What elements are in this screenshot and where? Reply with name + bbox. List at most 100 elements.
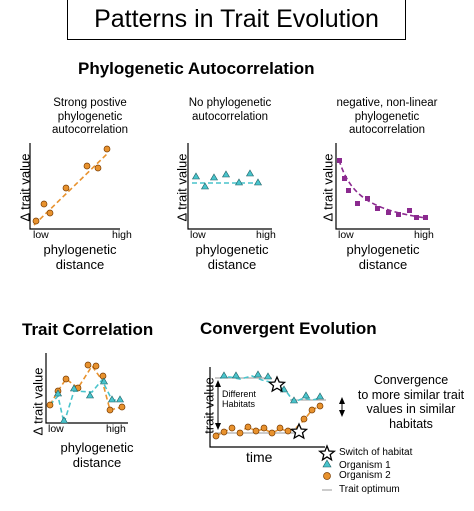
caption-line: autocorrelation xyxy=(51,124,129,136)
page-title: Patterns in Trait Evolution xyxy=(67,0,406,40)
data-point xyxy=(212,432,220,440)
x-tick-low: low xyxy=(33,229,49,241)
data-point xyxy=(191,172,201,180)
axes xyxy=(187,143,272,230)
data-point xyxy=(260,424,268,432)
data-point xyxy=(346,188,351,193)
different-habitats-line: Different xyxy=(222,389,256,399)
arrow-head-icon xyxy=(339,397,345,404)
legend-organism2-label: Organism 2 xyxy=(339,470,391,481)
data-point xyxy=(414,215,419,220)
legend-optimum-label: Trait optimum xyxy=(339,484,400,495)
x-tick-low: low xyxy=(190,229,206,241)
data-point xyxy=(46,209,54,217)
data-point xyxy=(62,184,70,192)
habitat-switch-star-icon xyxy=(289,422,309,440)
caption-positive: Strong postive phylogenetic autocorrelat… xyxy=(20,97,160,138)
caption-line: phylogenetic xyxy=(354,110,420,123)
triangle-icon xyxy=(322,459,332,468)
caption-none: No phylogenetic autocorrelation xyxy=(160,97,300,124)
data-point xyxy=(53,389,63,397)
data-point xyxy=(107,395,117,403)
data-point xyxy=(228,424,236,432)
data-point xyxy=(315,392,325,400)
legend-switch-label: Switch of habitat xyxy=(339,447,413,458)
data-point xyxy=(375,206,380,211)
x-axis-label: phylogenetic distance xyxy=(42,440,152,470)
data-point xyxy=(423,215,428,220)
caption-line: Strong postive xyxy=(53,97,127,109)
axes xyxy=(209,367,325,448)
data-point xyxy=(365,196,370,201)
convergence-text: Convergence to more similar trait values… xyxy=(348,373,474,431)
caption-line: autocorrelation xyxy=(191,110,269,123)
data-point xyxy=(219,371,229,379)
axes xyxy=(29,143,120,230)
section-heading-convergent-evolution: Convergent Evolution xyxy=(200,319,377,338)
data-point xyxy=(245,169,255,177)
x-axis-label: time xyxy=(246,449,273,465)
data-point xyxy=(220,428,228,436)
data-point xyxy=(46,401,54,409)
x-tick-high: high xyxy=(112,229,132,241)
caption-negative: negative, non-linear phylogenetic autoco… xyxy=(312,97,462,138)
x-axis-label-line: distance xyxy=(358,257,408,272)
data-point xyxy=(200,182,210,190)
data-point xyxy=(99,372,107,380)
axes xyxy=(45,353,128,424)
star-icon xyxy=(317,444,337,462)
data-point xyxy=(276,424,284,432)
different-habitats-line: Habitats xyxy=(222,399,256,409)
section-heading-autocorrelation: Phylogenetic Autocorrelation xyxy=(78,59,315,78)
data-point xyxy=(252,427,260,435)
x-axis-label-line: distance xyxy=(72,455,122,470)
data-point xyxy=(289,396,299,404)
x-axis-label-line: phylogenetic xyxy=(60,440,134,455)
caption-line: negative, non-linear xyxy=(336,97,438,109)
data-point xyxy=(301,391,311,399)
data-point xyxy=(396,212,401,217)
data-point xyxy=(32,217,40,225)
data-point xyxy=(231,371,241,379)
arrow-head-icon xyxy=(215,380,221,387)
x-axis-label: phylogenetic distance xyxy=(182,242,282,272)
data-point xyxy=(103,145,111,153)
organism2-line xyxy=(49,364,123,411)
data-point xyxy=(84,361,92,369)
x-tick-high: high xyxy=(106,423,126,435)
x-axis-label: phylogenetic distance xyxy=(333,242,433,272)
convergence-text-line: habitats xyxy=(389,416,433,431)
arrow-head-icon xyxy=(339,410,345,417)
data-point xyxy=(342,176,347,181)
data-point xyxy=(69,384,79,392)
data-point xyxy=(284,427,292,435)
data-point xyxy=(386,210,391,215)
x-axis-label-line: phylogenetic xyxy=(43,242,117,257)
data-point xyxy=(85,391,95,399)
data-point xyxy=(99,377,109,385)
data-point xyxy=(83,162,91,170)
data-point xyxy=(234,178,244,186)
section-heading-trait-correlation: Trait Correlation xyxy=(22,320,154,339)
data-point xyxy=(236,429,244,437)
data-point xyxy=(268,429,276,437)
axes xyxy=(335,143,430,230)
data-point xyxy=(253,370,263,378)
trend-curve xyxy=(338,159,427,219)
data-point xyxy=(62,375,70,383)
x-tick-low: low xyxy=(338,229,354,241)
data-point xyxy=(209,173,219,181)
data-point xyxy=(221,170,231,178)
data-point xyxy=(316,402,324,410)
data-point xyxy=(300,415,308,423)
data-point xyxy=(118,403,126,411)
y-axis-label: Δ trait value xyxy=(320,153,336,222)
arrow-head-icon xyxy=(215,423,221,430)
data-point xyxy=(244,423,252,431)
convergence-text-line: values in similar xyxy=(366,402,456,416)
x-axis-label-line: phylogenetic xyxy=(195,242,269,257)
trend-line xyxy=(33,152,109,226)
data-point xyxy=(59,416,69,424)
organism1-line xyxy=(219,375,323,403)
